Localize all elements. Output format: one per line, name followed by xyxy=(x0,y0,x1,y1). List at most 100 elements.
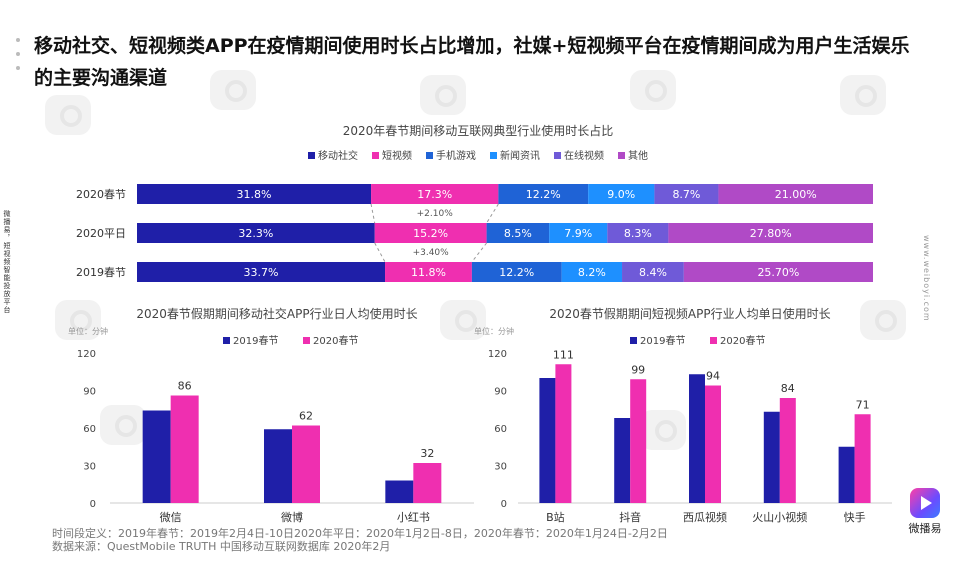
chart2-bar xyxy=(413,463,442,503)
footer-data-source: 数据来源：QuestMobile TRUTH 中国移动互联网数据库 2020年2… xyxy=(52,540,391,553)
legend-label: 在线视频 xyxy=(564,149,604,162)
title-dots-decoration xyxy=(16,38,20,80)
chart3-bar xyxy=(705,385,721,503)
legend-swatch xyxy=(618,152,625,159)
stacked-segment xyxy=(137,223,375,243)
chart3-bar xyxy=(614,418,631,503)
chart2-data-label: 32 xyxy=(420,447,434,460)
footer-time-definition: 时间段定义：2019年春节：2019年2月4日-10日2020年平日：2020年… xyxy=(52,527,668,540)
category-label: 2020平日 xyxy=(76,227,126,240)
connector-line xyxy=(374,242,386,263)
brand-logo-icon xyxy=(910,488,940,518)
chart2-y-tick-label: 30 xyxy=(83,462,96,473)
chart2-y-tick-label: 90 xyxy=(83,387,96,398)
segment-value-label: 8.3% xyxy=(624,227,652,240)
watermark-logo xyxy=(210,70,256,110)
stacked-segment xyxy=(654,184,719,204)
chart1-title: 2020年春节期间移动互联网典型行业使用时长占比 xyxy=(343,123,614,138)
stacked-segment xyxy=(371,184,499,204)
chart3-y-tick-label: 90 xyxy=(494,387,507,398)
chart3-data-label: 94 xyxy=(706,370,720,383)
chart3-category-label: 抖音 xyxy=(619,510,641,524)
stacked-segment xyxy=(385,262,472,282)
watermark-logo xyxy=(55,300,101,340)
category-label: 2020春节 xyxy=(76,188,126,201)
chart3-title: 2020春节假期期间短视频APP行业人均单日使用时长 xyxy=(549,306,830,321)
watermark-logo xyxy=(45,95,91,135)
legend-swatch xyxy=(490,152,497,159)
chart2-legend-swatch xyxy=(303,337,310,344)
stacked-segment xyxy=(471,262,562,282)
chart3-bar xyxy=(555,364,572,503)
chart3-category-label: B站 xyxy=(546,510,565,524)
chart2-y-tick-label: 60 xyxy=(83,424,96,435)
change-annotation: +3.40% xyxy=(413,248,450,258)
segment-value-label: 7.9% xyxy=(564,227,592,240)
chart3-data-label: 84 xyxy=(781,382,795,395)
chart3-legend-swatch xyxy=(630,337,637,344)
chart2-title: 2020春节假期期间移动社交APP行业日人均使用时长 xyxy=(136,306,417,321)
stacked-segment xyxy=(683,262,873,282)
segment-value-label: 8.4% xyxy=(639,266,667,279)
stacked-segment xyxy=(137,184,372,204)
chart2-data-label: 62 xyxy=(299,410,313,423)
chart2-legend-swatch xyxy=(223,337,230,344)
watermark-logo xyxy=(840,75,886,115)
chart2-bar xyxy=(170,395,199,503)
segment-value-label: 8.5% xyxy=(504,227,532,240)
category-label: 2019春节 xyxy=(76,266,126,279)
chart3-bar xyxy=(539,378,556,503)
segment-value-label: 9.0% xyxy=(607,188,635,201)
watermark-logo xyxy=(860,300,906,340)
segment-value-label: 12.2% xyxy=(499,266,534,279)
chart3-legend-label: 2019春节 xyxy=(640,335,685,347)
segment-value-label: 17.3% xyxy=(417,188,452,201)
chart3-category-label: 火山小视频 xyxy=(752,510,807,524)
chart2-category-label: 微信 xyxy=(160,510,182,524)
chart3-data-label: 71 xyxy=(856,398,870,411)
watermark-logo xyxy=(420,75,466,115)
legend-label: 短视频 xyxy=(382,149,412,162)
legend-swatch xyxy=(554,152,561,159)
chart3-bar xyxy=(763,411,780,503)
chart2-y-tick-label: 120 xyxy=(77,349,96,360)
stacked-segment xyxy=(718,184,873,204)
watermark-logo xyxy=(640,410,686,450)
segment-value-label: 31.8% xyxy=(237,188,272,201)
chart3-bar xyxy=(630,379,647,503)
legend-label: 新闻资讯 xyxy=(500,149,540,162)
segment-value-label: 12.2% xyxy=(526,188,561,201)
chart3-y-tick-label: 30 xyxy=(494,462,507,473)
segment-value-label: 25.70% xyxy=(757,266,799,279)
footer-notes: 时间段定义：2019年春节：2019年2月4日-10日2020年平日：2020年… xyxy=(52,527,668,553)
stacked-segment xyxy=(668,223,873,243)
stacked-segment xyxy=(607,223,669,243)
chart2-legend-label: 2019春节 xyxy=(233,335,278,347)
connector-line xyxy=(471,242,487,263)
chart3-bar xyxy=(689,374,705,503)
segment-value-label: 32.3% xyxy=(238,227,273,240)
segment-value-label: 21.00% xyxy=(775,188,817,201)
legend-label: 其他 xyxy=(628,149,648,162)
segment-value-label: 8.2% xyxy=(578,266,606,279)
chart2-bar xyxy=(292,425,320,503)
chart3-y-tick-label: 120 xyxy=(488,349,507,360)
segment-value-label: 33.7% xyxy=(244,266,279,279)
chart3-category-label: 快手 xyxy=(844,510,866,524)
side-url-text: www.weiboyi.com xyxy=(922,235,931,322)
chart2-bar xyxy=(385,480,414,503)
chart3-data-label: 99 xyxy=(631,363,645,376)
stacked-segment xyxy=(561,262,623,282)
stacked-segment xyxy=(549,223,608,243)
chart3-bar xyxy=(854,414,871,503)
chart2-bar xyxy=(264,429,292,503)
legend-swatch xyxy=(308,152,315,159)
legend-label: 手机游戏 xyxy=(436,149,476,162)
stacked-segment xyxy=(498,184,589,204)
stacked-segment xyxy=(622,262,684,282)
chart2-unit-label: 单位：分钟 xyxy=(68,326,108,336)
chart3-bar xyxy=(779,398,796,503)
watermark-logo xyxy=(100,405,146,445)
stacked-segment xyxy=(137,262,386,282)
side-brand-text: 微播易，短视频智能投放平台 xyxy=(3,210,11,314)
